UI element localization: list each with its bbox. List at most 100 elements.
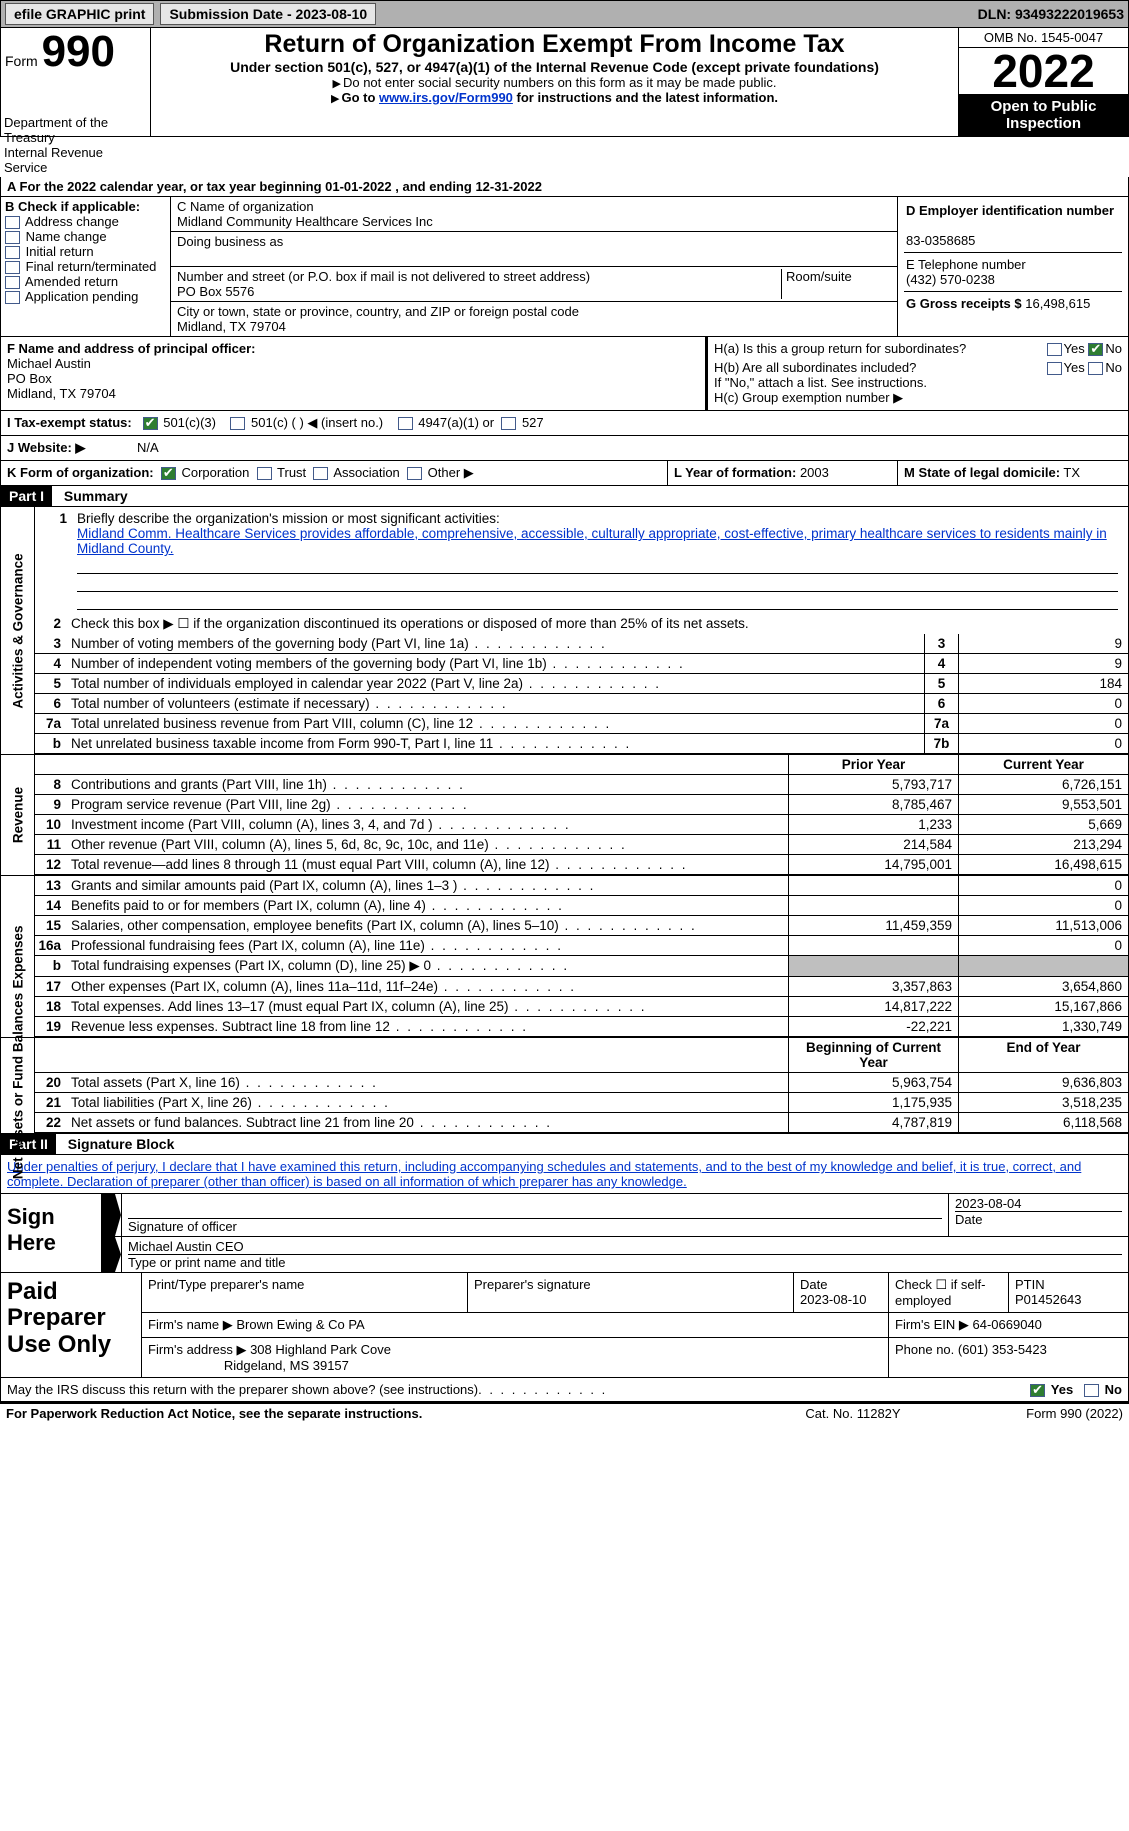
current-value: 6,118,568 xyxy=(958,1113,1128,1132)
sign-here-block: Sign Here Signature of officer 2023-08-0… xyxy=(0,1194,1129,1273)
tax-year-row: A For the 2022 calendar year, or tax yea… xyxy=(0,177,1129,197)
c-name-label: C Name of organization xyxy=(177,199,314,214)
mission-text[interactable]: Midland Comm. Healthcare Services provid… xyxy=(77,526,1107,556)
efile-print-button[interactable]: efile GRAPHIC print xyxy=(5,3,154,25)
prior-value: 1,175,935 xyxy=(788,1093,958,1112)
b-label: B Check if applicable: xyxy=(5,199,140,214)
l-label: L Year of formation: xyxy=(674,465,796,480)
goto-pre: Go to xyxy=(341,90,379,105)
current-value: 11,513,006 xyxy=(958,916,1128,935)
opt-other[interactable]: Other ▶ xyxy=(428,465,474,480)
phone-value: (432) 570-0238 xyxy=(906,272,995,287)
line-num: 14 xyxy=(35,896,67,915)
hb-no[interactable]: No xyxy=(1105,360,1122,375)
net-assets-section: Net Assets or Fund Balances Beginning of… xyxy=(0,1038,1129,1134)
prior-value xyxy=(788,876,958,895)
form-word: Form xyxy=(5,53,38,69)
line-text: Professional fundraising fees (Part IX, … xyxy=(67,936,788,955)
prior-value: 214,584 xyxy=(788,835,958,854)
signature-intro: Under penalties of perjury, I declare th… xyxy=(0,1155,1129,1194)
prior-value xyxy=(788,956,958,976)
discuss-no[interactable]: No xyxy=(1105,1382,1122,1397)
dba-label: Doing business as xyxy=(177,234,283,249)
ha-yes[interactable]: Yes xyxy=(1064,341,1085,356)
part1-title: Summary xyxy=(56,488,128,504)
opt-trust[interactable]: Trust xyxy=(277,465,306,480)
opt-corp[interactable]: Corporation xyxy=(181,465,249,480)
revenue-section: Revenue Prior Year Current Year 8 Contri… xyxy=(0,755,1129,876)
prep-date: 2023-08-10 xyxy=(800,1292,867,1307)
part2-title: Signature Block xyxy=(60,1136,175,1152)
prior-year-hdr: Prior Year xyxy=(788,755,958,774)
hb-note: If "No," attach a list. See instructions… xyxy=(714,375,1122,390)
website-value: N/A xyxy=(131,436,1128,460)
line-box: 4 xyxy=(924,654,958,673)
org-address: PO Box 5576 xyxy=(177,284,254,299)
expenses-section: Expenses 13 Grants and similar amounts p… xyxy=(0,876,1129,1038)
opt-app-pending[interactable]: Application pending xyxy=(25,289,138,304)
submission-date-button[interactable]: Submission Date - 2023-08-10 xyxy=(160,3,376,25)
officer-name: Michael Austin xyxy=(7,356,91,371)
line-num: 7a xyxy=(35,714,67,733)
current-value: 0 xyxy=(958,876,1128,895)
line-num: b xyxy=(35,956,67,976)
row-a-prefix: A For the 2022 calendar year, or tax yea… xyxy=(7,179,325,194)
prior-value: 1,233 xyxy=(788,815,958,834)
discuss-row: May the IRS discuss this return with the… xyxy=(0,1378,1129,1402)
line-num: 8 xyxy=(35,775,67,794)
org-name: Midland Community Healthcare Services In… xyxy=(177,214,433,229)
gross-receipts: 16,498,615 xyxy=(1025,296,1090,311)
prior-value: 5,793,717 xyxy=(788,775,958,794)
prep-date-label: Date xyxy=(800,1277,827,1292)
footer: For Paperwork Reduction Act Notice, see … xyxy=(0,1402,1129,1423)
opt-name-change[interactable]: Name change xyxy=(26,229,107,244)
line-box: 3 xyxy=(924,634,958,653)
opt-501c3[interactable]: 501(c)(3) xyxy=(163,415,216,430)
row-klm: K Form of organization: Corporation Trus… xyxy=(0,461,1129,486)
irs-form990-link[interactable]: www.irs.gov/Form990 xyxy=(379,90,513,105)
year-formation: 2003 xyxy=(800,465,829,480)
line-text: Revenue less expenses. Subtract line 18 … xyxy=(67,1017,788,1036)
opt-amended[interactable]: Amended return xyxy=(25,274,118,289)
self-emp-label[interactable]: Check ☐ if self-employed xyxy=(895,1277,985,1308)
state-domicile: TX xyxy=(1063,465,1080,480)
line-num: 4 xyxy=(35,654,67,673)
ha-no[interactable]: No xyxy=(1105,341,1122,356)
cat-no: Cat. No. 11282Y xyxy=(763,1406,943,1421)
opt-initial-return[interactable]: Initial return xyxy=(26,244,94,259)
line-box: 5 xyxy=(924,674,958,693)
opt-final-return[interactable]: Final return/terminated xyxy=(26,259,157,274)
boy-hdr: Beginning of Current Year xyxy=(788,1038,958,1072)
open-public-1: Open to Public xyxy=(991,98,1097,115)
firm-addr1: 308 Highland Park Cove xyxy=(250,1342,391,1357)
j-label: J Website: ▶ xyxy=(1,436,131,460)
line-text: Total assets (Part X, line 16) xyxy=(67,1073,788,1092)
prior-value: 5,963,754 xyxy=(788,1073,958,1092)
opt-4947[interactable]: 4947(a)(1) or xyxy=(418,415,494,430)
line-value: 184 xyxy=(958,674,1128,693)
opt-assoc[interactable]: Association xyxy=(333,465,399,480)
addr-label: Number and street (or P.O. box if mail i… xyxy=(177,269,590,284)
form-number: 990 xyxy=(42,27,115,76)
line-num: 9 xyxy=(35,795,67,814)
line-text: Total unrelated business revenue from Pa… xyxy=(67,714,924,733)
form-header: Form 990 Return of Organization Exempt F… xyxy=(0,28,1129,137)
part1-header: Part I Summary xyxy=(0,486,1129,507)
line-value: 0 xyxy=(958,694,1128,713)
hb-label: H(b) Are all subordinates included? xyxy=(714,360,916,375)
discuss-yes[interactable]: Yes xyxy=(1051,1382,1073,1397)
g-label: G Gross receipts $ xyxy=(906,296,1022,311)
opt-address-change[interactable]: Address change xyxy=(25,214,119,229)
sign-here-label: Sign Here xyxy=(1,1194,101,1272)
line-num: 18 xyxy=(35,997,67,1016)
prior-value: 14,817,222 xyxy=(788,997,958,1016)
opt-501c[interactable]: 501(c) ( ) ◀ (insert no.) xyxy=(251,415,383,430)
line-text: Total number of individuals employed in … xyxy=(67,674,924,693)
prep-sig-label: Preparer's signature xyxy=(474,1277,591,1292)
row-tax-status: I Tax-exempt status: 501(c)(3) 501(c) ( … xyxy=(0,411,1129,436)
officer-name-title: Michael Austin CEO xyxy=(128,1239,1122,1254)
line-value: 0 xyxy=(958,714,1128,733)
hb-yes[interactable]: Yes xyxy=(1064,360,1085,375)
prior-value: 8,785,467 xyxy=(788,795,958,814)
opt-527[interactable]: 527 xyxy=(522,415,544,430)
